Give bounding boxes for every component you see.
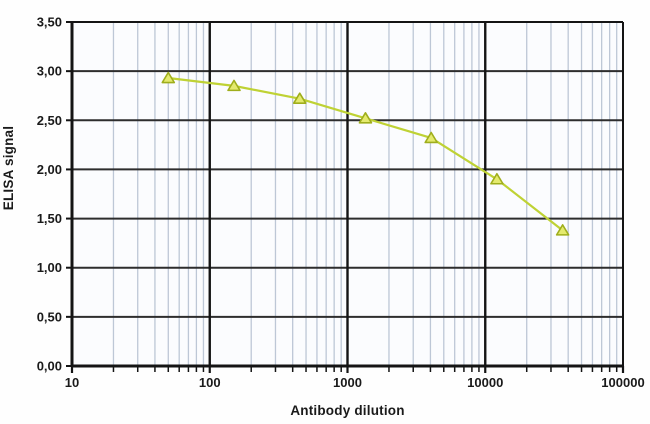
y-tick-label: 2,00 xyxy=(37,162,62,177)
data-point-marker xyxy=(358,112,373,124)
x-axis-title: Antibody dilution xyxy=(290,403,405,418)
y-tick-label: 3,50 xyxy=(37,15,62,30)
y-axis-title: ELISA signal xyxy=(1,125,16,211)
data-point-marker xyxy=(292,92,307,104)
y-tick-label: 1,50 xyxy=(37,211,62,226)
y-tick-label: 3,00 xyxy=(37,64,62,79)
x-tick-label: 100000 xyxy=(601,375,644,390)
x-tick-label: 10000 xyxy=(467,375,503,390)
y-tick-label: 1,00 xyxy=(37,260,62,275)
x-tick-label: 10 xyxy=(65,375,79,390)
y-tick-label: 0,00 xyxy=(37,359,62,374)
data-point-marker xyxy=(424,131,438,144)
x-tick-label: 100 xyxy=(199,375,221,390)
data-point-marker xyxy=(555,224,570,236)
y-tick-label: 0,50 xyxy=(37,309,62,324)
data-point-marker xyxy=(490,172,504,185)
x-tick-label: 1000 xyxy=(333,375,362,390)
data-point-marker xyxy=(227,79,241,92)
y-tick-label: 2,50 xyxy=(37,113,62,128)
data-point-marker xyxy=(161,71,176,84)
